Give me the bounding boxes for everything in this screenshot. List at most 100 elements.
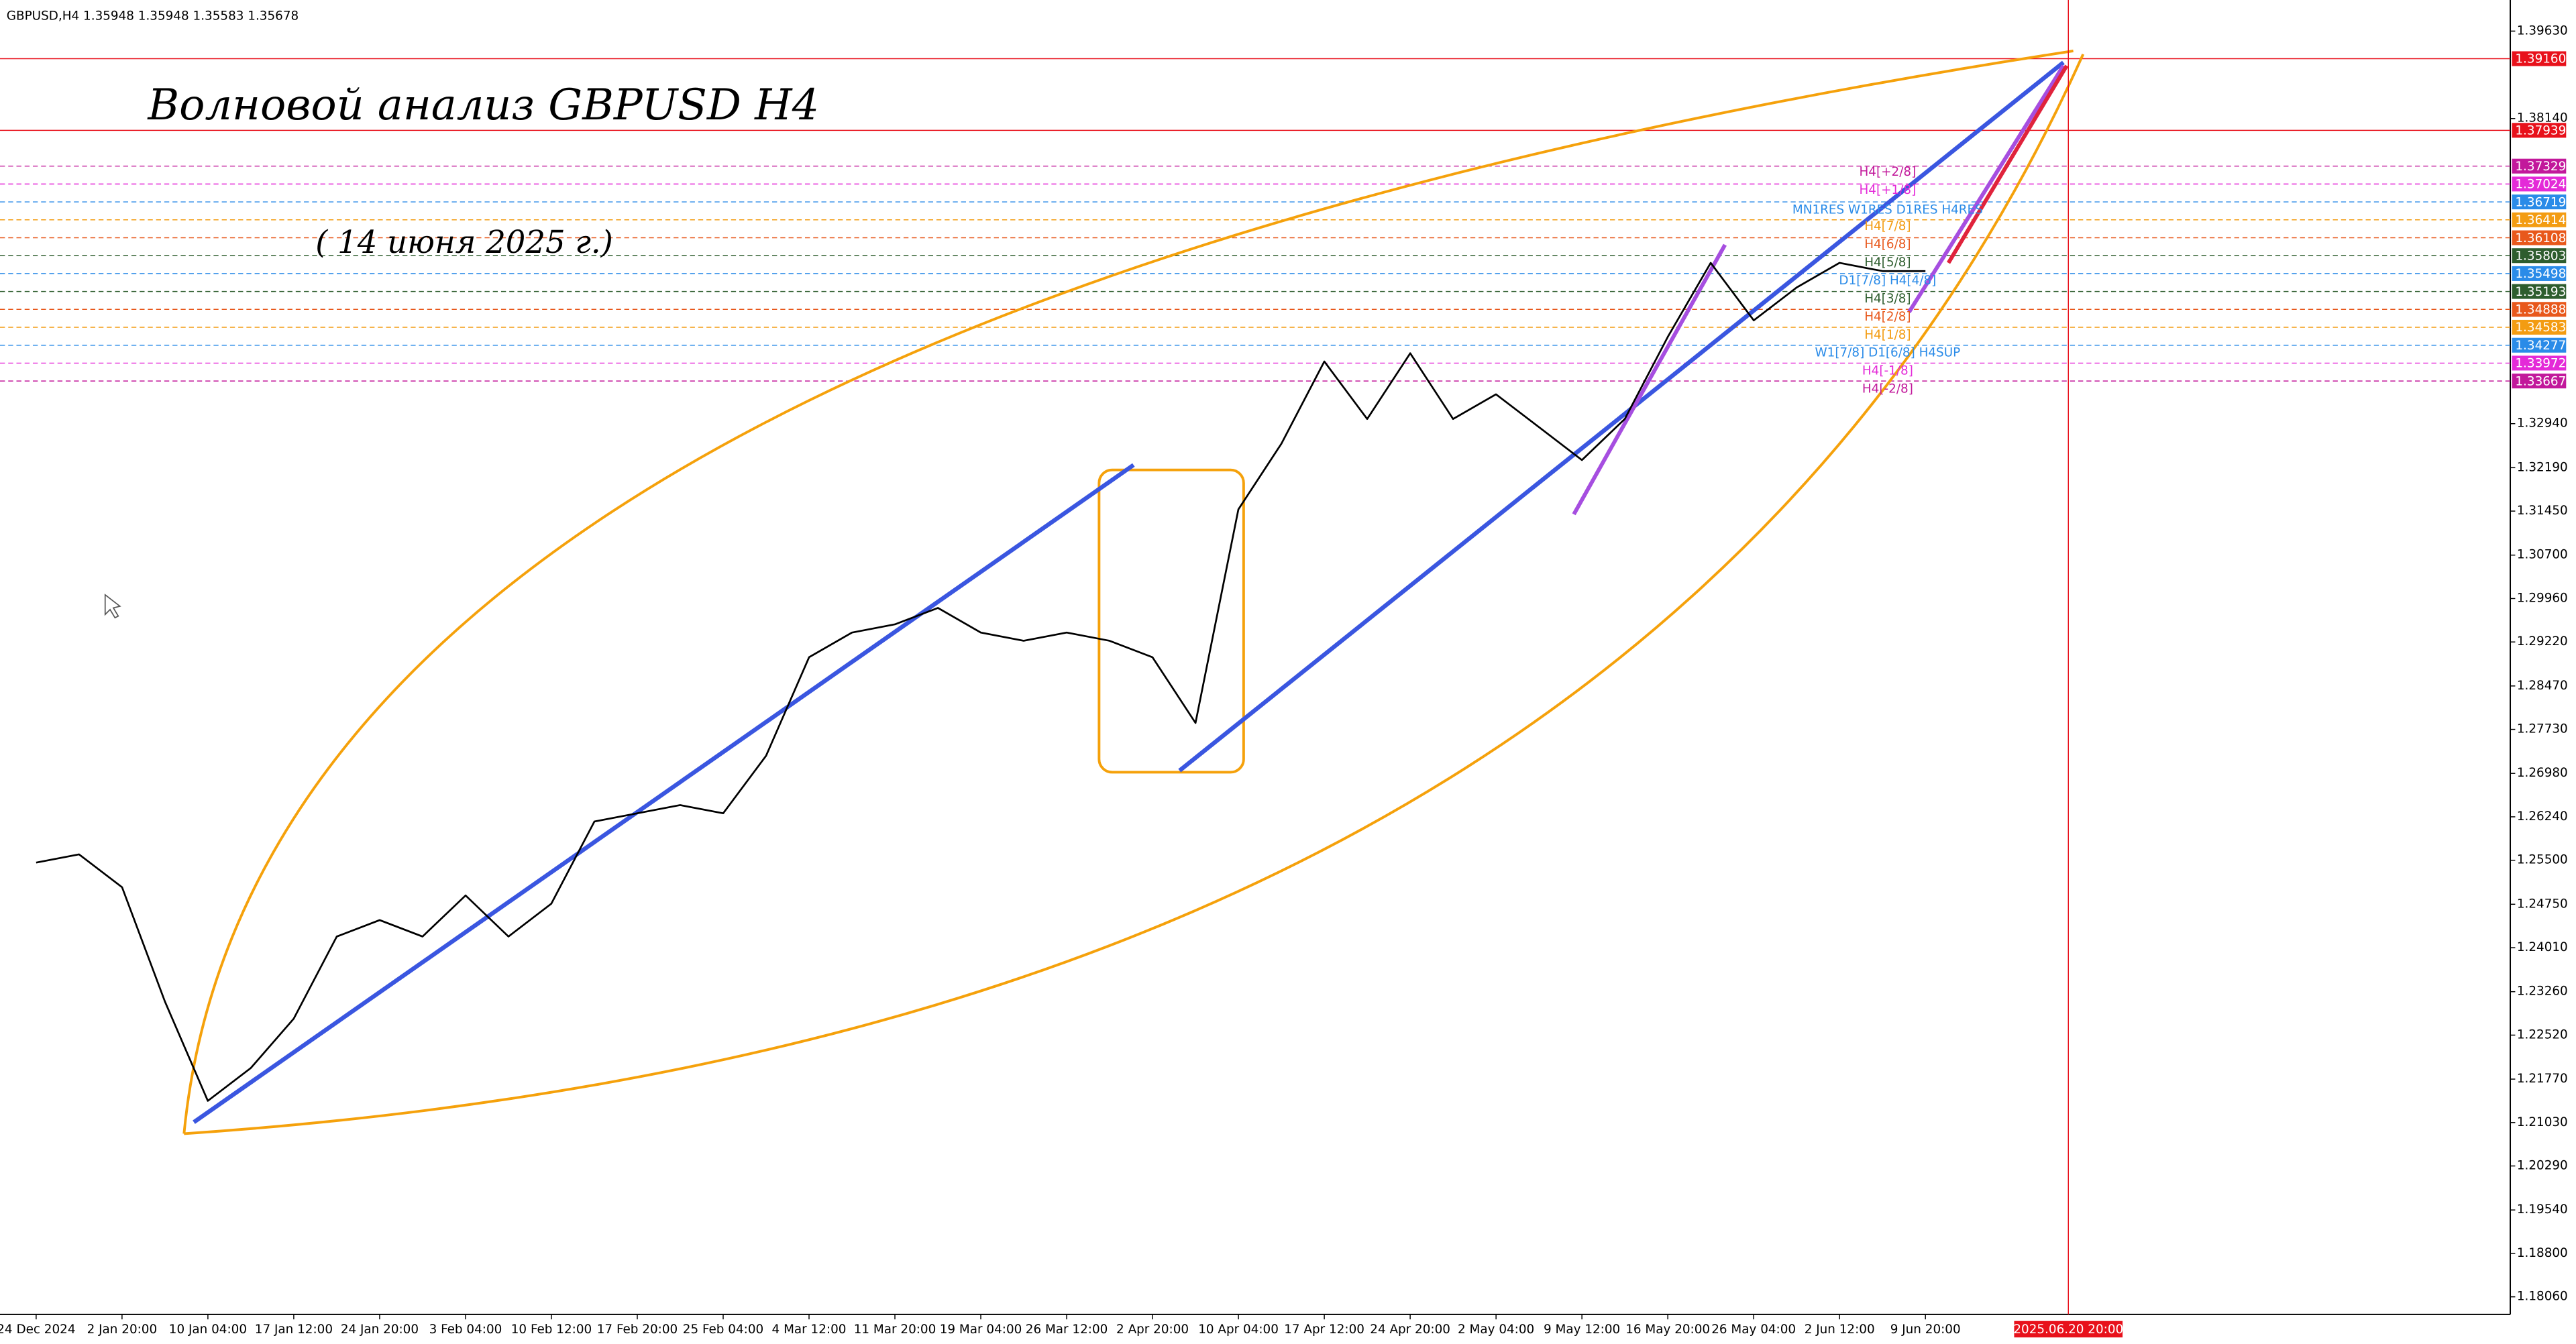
level-label: 1.37024 [2515, 178, 2566, 192]
level-annotation: H4[-2/8] [1862, 382, 1913, 396]
level-annotation: H4[+1/8] [1860, 183, 1917, 197]
trendline [1178, 60, 2065, 773]
y-tick-label: 1.20290 [2517, 1159, 2568, 1173]
arc-lower [184, 54, 2085, 1135]
y-tick-label: 1.30700 [2517, 548, 2568, 562]
level-annotation: MN1RES W1RES D1RES H4RES [1792, 203, 1983, 217]
x-tick-label: 11 Mar 20:00 [854, 1323, 936, 1337]
level-label: 1.36719 [2515, 195, 2566, 209]
level-label: 1.36414 [2515, 213, 2566, 227]
x-tick-label: 2 Apr 20:00 [1116, 1323, 1189, 1337]
y-tick-label: 1.18060 [2517, 1290, 2568, 1304]
x-tick-label: 26 May 04:00 [1711, 1323, 1796, 1337]
level-label-box [2512, 337, 2567, 353]
level-label-box [2512, 248, 2567, 264]
chart-subtitle: ( 14 июня 2025 г.) [315, 224, 613, 260]
level-label: 1.33972 [2515, 357, 2566, 371]
level-label-box [2512, 302, 2567, 317]
y-tick-label: 1.29220 [2517, 634, 2568, 649]
x-tick-label: 24 Apr 20:00 [1370, 1323, 1450, 1337]
level-label-box [2512, 51, 2567, 66]
level-annotation: W1[7/8] D1[6/8] H4SUP [1815, 346, 1961, 360]
level-annotation: D1[7/8] H4[4/8] [1839, 274, 1936, 288]
x-tick-label: 2 May 04:00 [1458, 1323, 1534, 1337]
x-tick-label: 25 Feb 04:00 [683, 1323, 763, 1337]
projection-line [1946, 64, 2069, 264]
cursor-label-box [2014, 1321, 2123, 1338]
y-tick-label: 1.26240 [2517, 809, 2568, 824]
level-annotation: H4[1/8] [1864, 328, 1911, 342]
level-label-box [2512, 355, 2567, 371]
level-label-box [2512, 266, 2567, 281]
y-tick-label: 1.22520 [2517, 1027, 2568, 1042]
x-tick-label: 24 Dec 2024 [0, 1323, 76, 1337]
level-label: 1.35803 [2515, 249, 2566, 263]
level-label: 1.33667 [2515, 374, 2566, 388]
level-label: 1.37329 [2515, 160, 2566, 174]
level-label: 1.39160 [2515, 52, 2566, 66]
x-tick-label: 16 May 20:00 [1625, 1323, 1710, 1337]
y-tick-label: 1.31450 [2517, 504, 2568, 518]
level-label-box [2512, 158, 2567, 174]
x-tick-label: 17 Feb 20:00 [597, 1323, 678, 1337]
levels: 1.39160 1.37939 1.37329 1.37024 1.36719 1.364… [0, 51, 2567, 389]
x-tick-label: 10 Apr 04:00 [1198, 1323, 1279, 1337]
y-tick-label: 1.28470 [2517, 679, 2568, 693]
x-tick-label: 2 Jun 12:00 [1805, 1323, 1875, 1337]
x-tick-label: 3 Feb 04:00 [429, 1323, 502, 1337]
y-tick-label: 1.23260 [2517, 985, 2568, 999]
level-label-box [2512, 230, 2567, 245]
level-annotation: H4[3/8] [1864, 292, 1911, 306]
y-tick-label: 1.21770 [2517, 1072, 2568, 1086]
x-tick-label: 9 Jun 20:00 [1890, 1323, 1961, 1337]
level-label: 1.35498 [2515, 267, 2566, 281]
x-tick-label: 2 Jan 20:00 [87, 1323, 158, 1337]
y-tick-label: 1.18800 [2517, 1246, 2568, 1260]
cursor-label: 2025.06.20 20:00 [2013, 1323, 2123, 1337]
level-label: 1.34583 [2515, 321, 2566, 335]
x-tick-label: 9 May 12:00 [1544, 1323, 1620, 1337]
y-tick-label: 1.29960 [2517, 591, 2568, 605]
trendline [193, 463, 1135, 1124]
x-tick-label: 19 Mar 04:00 [940, 1323, 1022, 1337]
y-tick-label: 1.19540 [2517, 1202, 2568, 1217]
chart-title: Волновой анализ GBPUSD H4 [147, 80, 819, 130]
level-annotation: H4[-1/8] [1862, 364, 1913, 378]
level-label: 1.34888 [2515, 302, 2566, 317]
level-label-box [2512, 319, 2567, 335]
y-tick-label: 1.25500 [2517, 853, 2568, 867]
level-label: 1.34277 [2515, 339, 2566, 353]
y-tick-label: 1.38140 [2517, 111, 2568, 125]
x-tick-label: 17 Jan 12:00 [255, 1323, 333, 1337]
chart-header: GBPUSD,H4 1.35948 1.35948 1.35583 1.3567… [7, 9, 299, 23]
y-tick-label: 1.32940 [2517, 416, 2568, 431]
level-annotation: H4[6/8] [1864, 237, 1911, 251]
level-label: 1.36108 [2515, 231, 2566, 245]
level-label: 1.37939 [2515, 124, 2566, 138]
y-tick-label: 1.24750 [2517, 897, 2568, 911]
x-tick-label: 26 Mar 12:00 [1026, 1323, 1108, 1337]
level-label-box [2512, 212, 2567, 227]
x-tick-label: 10 Feb 12:00 [511, 1323, 592, 1337]
y-tick-label: 1.24010 [2517, 940, 2568, 954]
channel-line [1907, 64, 2065, 314]
y-tick-label: 1.26980 [2517, 766, 2568, 780]
channel-line [1572, 243, 1727, 516]
x-tick-label: 24 Jan 20:00 [341, 1323, 419, 1337]
y-tick-label: 1.39630 [2517, 23, 2568, 38]
level-annotation: H4[7/8] [1864, 219, 1911, 233]
level-label-box [2512, 284, 2567, 299]
level-label-box [2512, 194, 2567, 210]
level-label-box [2512, 123, 2567, 138]
y-tick-label: 1.21030 [2517, 1115, 2568, 1129]
x-tick-label: 17 Apr 12:00 [1284, 1323, 1364, 1337]
level-label-box [2512, 176, 2567, 192]
x-tick-label: 4 Mar 12:00 [772, 1323, 847, 1337]
price-line [36, 262, 1926, 1102]
level-annotation: H4[5/8] [1864, 256, 1911, 270]
level-label-box [2512, 374, 2567, 389]
level-annotation: H4[2/8] [1864, 310, 1911, 324]
